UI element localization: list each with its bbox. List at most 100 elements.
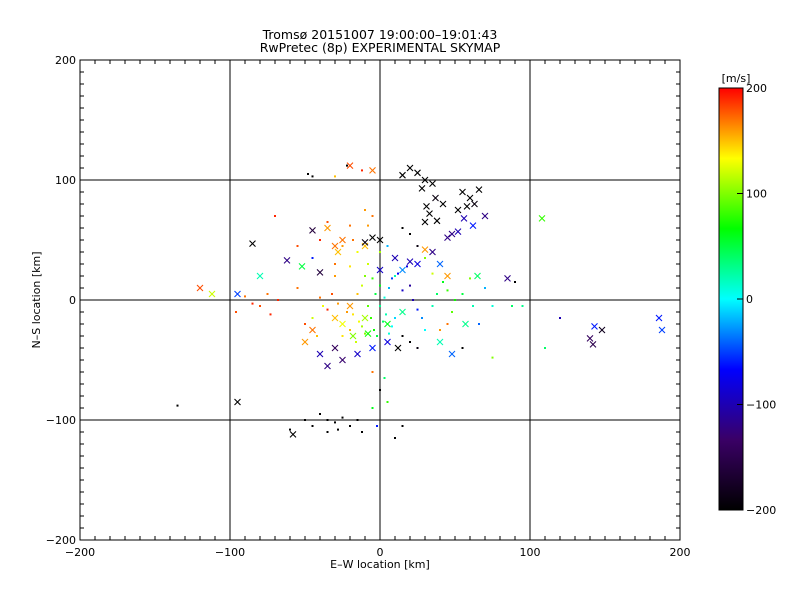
dot-point bbox=[274, 215, 276, 217]
x-marker-point bbox=[349, 332, 357, 340]
dot-point bbox=[269, 313, 272, 316]
dot-point bbox=[367, 305, 369, 307]
x-marker-stroke bbox=[462, 320, 469, 328]
dot-point bbox=[439, 329, 441, 331]
x-marker-point bbox=[586, 335, 594, 342]
dot-point bbox=[346, 311, 348, 313]
dot-point bbox=[409, 284, 411, 287]
colorbar-tick-labels: −200 −100 0 100 200 bbox=[737, 82, 776, 517]
dot-point bbox=[382, 320, 384, 323]
x-marker-stroke bbox=[454, 206, 462, 214]
x-marker-stroke bbox=[475, 186, 483, 193]
x-marker-point bbox=[369, 234, 376, 241]
x-marker-stroke bbox=[591, 323, 598, 330]
dot-point bbox=[244, 295, 246, 298]
colorbar-label: [m/s] bbox=[722, 72, 751, 85]
dot-point bbox=[383, 296, 386, 299]
x-marker-point bbox=[436, 260, 444, 268]
dot-point bbox=[341, 245, 344, 247]
dot-point bbox=[319, 239, 321, 241]
x-marker-point bbox=[421, 218, 429, 226]
x-marker-stroke bbox=[439, 200, 447, 208]
dot-point bbox=[374, 293, 377, 295]
dot-point bbox=[356, 419, 359, 421]
dot-point bbox=[251, 302, 254, 305]
dot-point bbox=[491, 305, 494, 307]
x-marker-point bbox=[448, 230, 456, 238]
dot-point bbox=[401, 425, 404, 427]
x-marker-point bbox=[421, 246, 429, 253]
dot-point bbox=[521, 305, 524, 307]
x-marker-stroke bbox=[384, 320, 391, 328]
dot-point bbox=[176, 404, 179, 407]
y-tick-label: −200 bbox=[46, 534, 76, 547]
x-marker-point bbox=[436, 338, 444, 346]
dot-point bbox=[352, 239, 354, 241]
x-marker-point bbox=[334, 248, 342, 256]
dot-point bbox=[484, 287, 486, 289]
colorbar-tick-label: −100 bbox=[746, 399, 776, 412]
dot-point bbox=[304, 419, 306, 421]
dot-point bbox=[361, 325, 363, 328]
dot-point bbox=[454, 299, 456, 301]
x-marker-point bbox=[283, 257, 291, 264]
x-marker-stroke bbox=[538, 215, 546, 222]
x-marker-point bbox=[309, 227, 316, 234]
dot-point bbox=[367, 263, 369, 265]
x-marker-point bbox=[354, 350, 361, 358]
x-marker-point bbox=[432, 194, 439, 202]
x-marker-point bbox=[591, 323, 598, 330]
dot-point bbox=[491, 356, 494, 359]
x-marker-point bbox=[598, 326, 606, 334]
dot-point bbox=[311, 425, 314, 427]
x-marker-point bbox=[208, 290, 216, 298]
x-marker-point bbox=[339, 320, 346, 328]
x-marker-point bbox=[655, 314, 663, 322]
x-marker-stroke bbox=[361, 314, 369, 322]
x-marker-point bbox=[339, 356, 346, 364]
colorbar-tick-label: 100 bbox=[746, 188, 767, 201]
dot-point bbox=[341, 335, 344, 337]
x-tick-labels: −200 −100 0 100 200 bbox=[65, 546, 691, 559]
x-marker-point bbox=[474, 272, 481, 280]
x-marker-stroke bbox=[423, 203, 430, 210]
y-axis-label: N–S location [km] bbox=[30, 251, 43, 348]
x-marker-stroke bbox=[361, 239, 369, 246]
x-marker-stroke bbox=[454, 228, 462, 235]
x-marker-point bbox=[234, 290, 241, 298]
x-marker-point bbox=[658, 326, 666, 334]
x-marker-stroke bbox=[369, 344, 376, 352]
dot-point bbox=[388, 332, 390, 335]
dot-point bbox=[461, 293, 464, 295]
dot-point bbox=[401, 227, 404, 229]
dot-point bbox=[514, 281, 516, 283]
dot-point bbox=[379, 389, 381, 391]
x-marker-point bbox=[331, 344, 339, 352]
x-marker-point bbox=[462, 320, 469, 328]
dot-point bbox=[379, 284, 381, 287]
x-marker-stroke bbox=[283, 257, 291, 264]
dot-point bbox=[461, 347, 464, 349]
x-marker-point bbox=[196, 284, 204, 292]
x-marker-point bbox=[384, 320, 391, 328]
dot-point bbox=[356, 293, 359, 295]
dot-point bbox=[424, 329, 426, 331]
dot-point bbox=[364, 275, 366, 277]
x-marker-stroke bbox=[309, 326, 316, 334]
dot-point bbox=[277, 299, 279, 301]
x-marker-stroke bbox=[369, 167, 376, 174]
x-marker-point bbox=[433, 217, 441, 225]
x-marker-point bbox=[234, 398, 241, 406]
dot-point bbox=[436, 293, 438, 295]
dot-point bbox=[431, 272, 434, 275]
x-marker-point bbox=[376, 266, 384, 274]
x-marker-point bbox=[309, 326, 316, 334]
dot-point bbox=[371, 277, 374, 280]
x-marker-point bbox=[361, 239, 369, 246]
dot-point bbox=[412, 299, 414, 301]
x-marker-point bbox=[391, 254, 399, 262]
x-marker-point bbox=[406, 164, 414, 172]
x-marker-stroke bbox=[331, 314, 339, 322]
dot-point bbox=[319, 413, 321, 415]
